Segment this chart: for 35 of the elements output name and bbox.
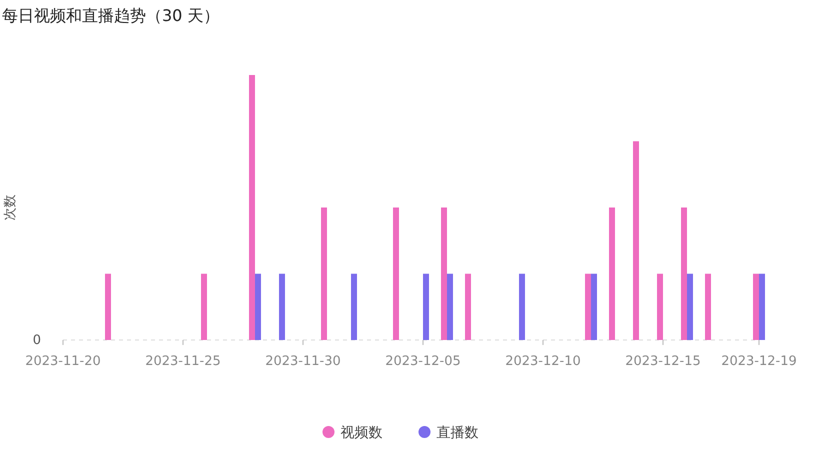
bar xyxy=(441,208,447,340)
x-tick-label: 2023-12-10 xyxy=(505,354,581,369)
bar xyxy=(705,274,711,340)
bar xyxy=(519,274,525,340)
bar xyxy=(279,274,285,340)
bar xyxy=(465,274,471,340)
bar xyxy=(249,75,255,340)
x-tick-label: 2023-11-20 xyxy=(25,354,101,369)
bar xyxy=(321,208,327,340)
bar xyxy=(201,274,207,340)
chart-title: 每日视频和直播趋势（30 天） xyxy=(2,6,220,25)
x-tick-label: 2023-12-05 xyxy=(385,354,461,369)
bar xyxy=(447,274,453,340)
bar xyxy=(393,208,399,340)
x-tick-label: 2023-11-30 xyxy=(265,354,341,369)
bar xyxy=(687,274,693,340)
bar xyxy=(105,274,111,340)
x-tick-label: 2023-11-25 xyxy=(145,354,221,369)
bar xyxy=(633,141,639,340)
bar xyxy=(423,274,429,340)
bar xyxy=(609,208,615,340)
text: 0 xyxy=(32,333,41,348)
bar xyxy=(585,274,591,340)
bar xyxy=(591,274,597,340)
bar xyxy=(753,274,759,340)
x-tick-label: 2023-12-15 xyxy=(625,354,701,369)
bar xyxy=(657,274,663,340)
legend-label: 视频数 xyxy=(340,425,382,441)
bar xyxy=(681,208,687,340)
y-axis-title: 次数 xyxy=(3,194,18,220)
bar xyxy=(255,274,261,340)
bar xyxy=(759,274,765,340)
bar xyxy=(351,274,357,340)
legend-label: 直播数 xyxy=(436,425,478,441)
x-tick-label: 2023-12-19 xyxy=(721,354,797,369)
